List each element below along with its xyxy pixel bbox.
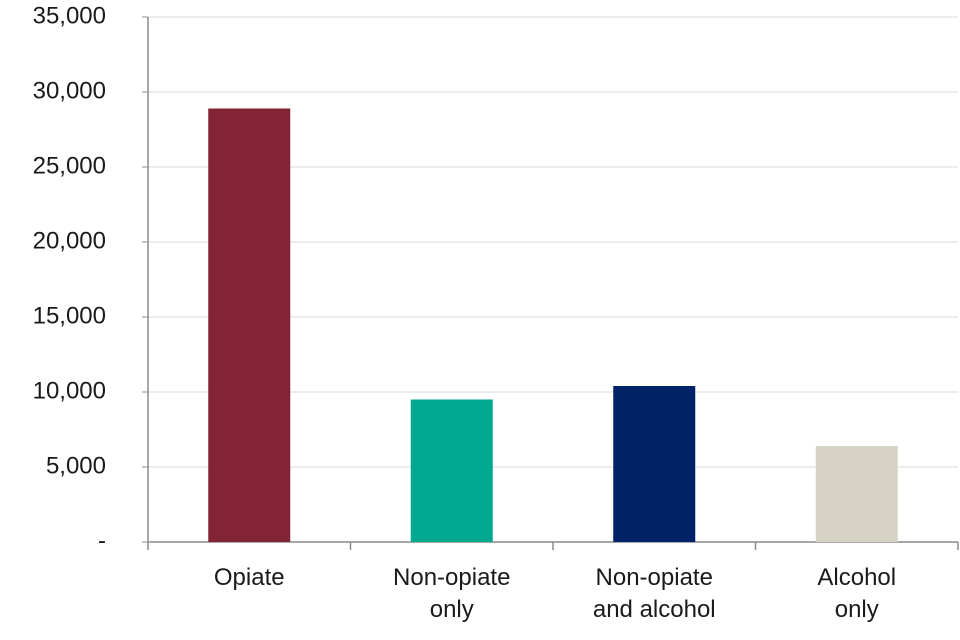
bar [815,446,898,542]
y-tick-label: 35,000 [33,2,106,29]
y-tick-label: 20,000 [33,227,106,254]
y-tick-label: 25,000 [33,152,106,179]
bar [613,386,696,542]
y-tick-label: 15,000 [33,302,106,329]
y-tick-label: 10,000 [33,377,106,404]
y-tick-label: - [98,527,106,554]
bar [208,108,291,542]
y-tick-label: 30,000 [33,77,106,104]
x-tick-label: Opiate [213,564,285,591]
y-tick-label: 5,000 [46,452,106,479]
x-tick-label: Non-opiate and alcohol [592,564,716,623]
bar [410,399,493,542]
x-tick-label: Alcohol only [817,564,897,623]
x-tick-label: Non-opiate only [393,564,511,623]
